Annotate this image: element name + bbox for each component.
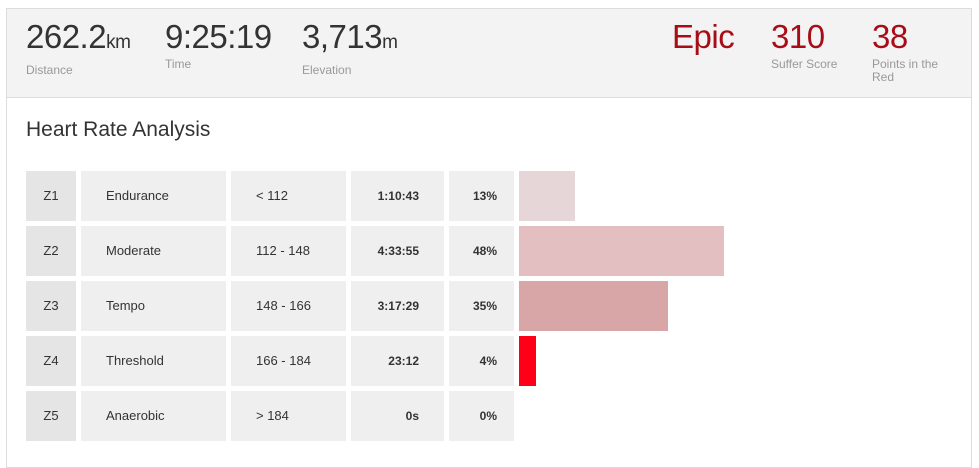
time-label: Time — [165, 57, 192, 71]
stats-bar: 262.2km Distance 9:25:19 Time 3,713m Ele… — [7, 9, 971, 98]
zone-label: Z3 — [26, 281, 76, 331]
suffer-score-value: 310 — [771, 18, 825, 55]
zone-name: Threshold — [81, 336, 226, 386]
zone-time: 23:12 — [351, 336, 444, 386]
zone-label: Z2 — [26, 226, 76, 276]
zone-percent: 13% — [449, 171, 514, 221]
zone-label: Z1 — [26, 171, 76, 221]
zone-name: Endurance — [81, 171, 226, 221]
zone-range: 112 - 148 — [231, 226, 346, 276]
points-in-red-label: Points in the Red — [872, 57, 939, 84]
points-in-red-stat: 38 Points in the Red — [872, 17, 938, 84]
zone-time: 1:10:43 — [351, 171, 444, 221]
zone-percent: 4% — [449, 336, 514, 386]
zone-time-bar — [519, 226, 724, 276]
suffer-score-label: Suffer Score — [771, 57, 838, 71]
zone-label: Z5 — [26, 391, 76, 441]
suffer-score-stat: 310 Suffer Score — [771, 17, 837, 71]
zone-time: 0s — [351, 391, 444, 441]
distance-label: Distance — [26, 63, 73, 77]
zone-range: 148 - 166 — [231, 281, 346, 331]
zone-percent: 48% — [449, 226, 514, 276]
distance-unit: km — [106, 32, 131, 53]
time-value: 9:25:19 — [165, 18, 272, 55]
elevation-stat: 3,713m Elevation — [302, 17, 398, 77]
zone-name: Anaerobic — [81, 391, 226, 441]
zone-range: > 184 — [231, 391, 346, 441]
zone-time: 4:33:55 — [351, 226, 444, 276]
distance-value: 262.2 — [26, 18, 107, 55]
zone-time: 3:17:29 — [351, 281, 444, 331]
zone-name: Moderate — [81, 226, 226, 276]
intensity-value: Epic — [672, 18, 735, 55]
time-stat: 9:25:19 Time — [165, 17, 272, 71]
elevation-label: Elevation — [302, 63, 352, 77]
zone-percent: 35% — [449, 281, 514, 331]
activity-panel: 262.2km Distance 9:25:19 Time 3,713m Ele… — [6, 8, 972, 468]
zone-time-bar — [519, 171, 575, 221]
elevation-unit: m — [382, 32, 398, 53]
zone-name: Tempo — [81, 281, 226, 331]
section-title: Heart Rate Analysis — [26, 118, 211, 141]
distance-stat: 262.2km Distance — [26, 17, 131, 77]
zone-label: Z4 — [26, 336, 76, 386]
zone-range: < 112 — [231, 171, 346, 221]
elevation-value: 3,713 — [302, 18, 383, 55]
zone-time-bar — [519, 336, 536, 386]
intensity-stat: Epic — [672, 17, 735, 57]
points-in-red-value: 38 — [872, 18, 908, 55]
zone-percent: 0% — [449, 391, 514, 441]
zone-range: 166 - 184 — [231, 336, 346, 386]
zone-time-bar — [519, 281, 668, 331]
